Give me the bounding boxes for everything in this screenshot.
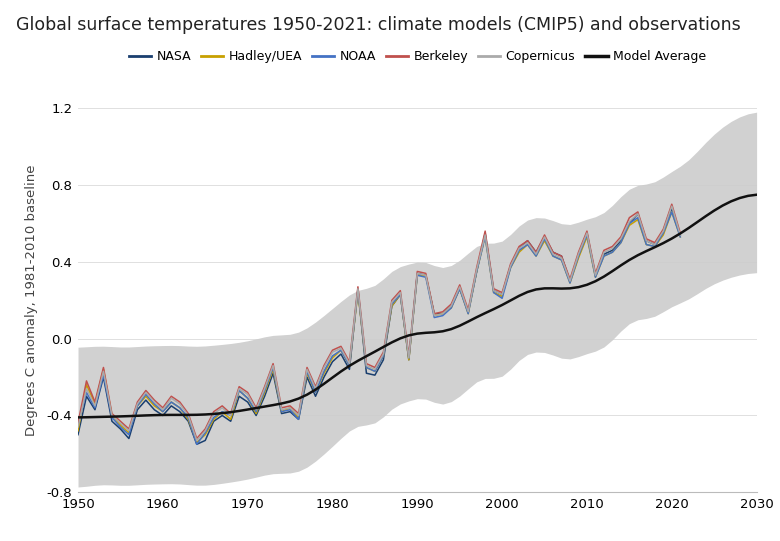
Text: Global surface temperatures 1950-2021: climate models (CMIP5) and observations: Global surface temperatures 1950-2021: c…	[16, 16, 740, 34]
Legend: NASA, Hadley/UEA, NOAA, Berkeley, Copernicus, Model Average: NASA, Hadley/UEA, NOAA, Berkeley, Copern…	[124, 45, 711, 68]
Y-axis label: Degrees C anomaly, 1981-2010 baseline: Degrees C anomaly, 1981-2010 baseline	[26, 164, 38, 436]
